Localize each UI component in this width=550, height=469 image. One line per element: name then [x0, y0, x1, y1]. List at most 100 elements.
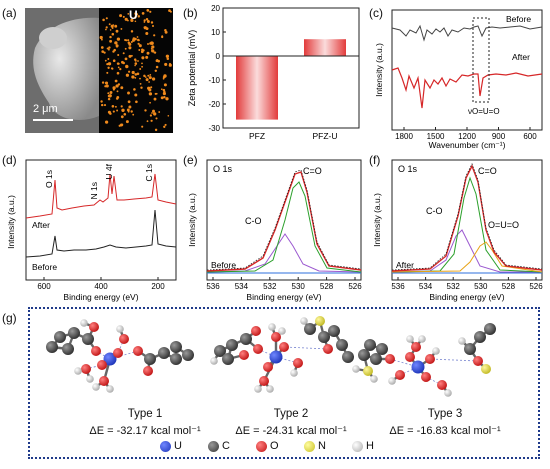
u-signal-dot	[168, 63, 172, 67]
ftir-legend-after: After	[512, 52, 530, 62]
atom-o	[253, 344, 263, 354]
y-tick-label: -30	[208, 124, 220, 133]
atom-c	[68, 327, 80, 339]
u-signal-dot	[150, 86, 153, 89]
atom-o	[119, 334, 129, 344]
u-map-label: U	[129, 8, 138, 22]
atom-c	[336, 339, 348, 351]
u-signal-dot	[162, 92, 166, 96]
legend-c: C	[222, 440, 230, 452]
u-signal-dot	[128, 54, 132, 58]
survey-x-tick-label: 200	[151, 282, 165, 291]
u-signal-dot	[141, 56, 145, 60]
u-signal-dot	[112, 59, 116, 62]
u-atom-icon	[160, 440, 171, 452]
atom-h	[406, 335, 414, 343]
u-signal-dot	[101, 50, 105, 53]
o1s-after-ouo-peak	[391, 241, 543, 273]
u-signal-dot	[160, 96, 164, 100]
ftir-after-line	[391, 67, 543, 109]
u-signal-dot	[124, 47, 127, 50]
u-signal-dot	[149, 10, 152, 13]
u-signal-dot	[101, 103, 104, 107]
survey-xlabel: Binding energy (eV)	[63, 292, 138, 302]
atom-h	[266, 385, 274, 393]
u-signal-dot	[109, 39, 113, 43]
u-signal-dot	[107, 62, 112, 66]
u-signal-dot	[128, 46, 132, 50]
u-signal-dot	[134, 12, 137, 15]
u-signal-dot	[155, 92, 158, 95]
atom-h	[458, 337, 466, 345]
u-signal-dot	[130, 110, 133, 113]
u-signal-dot	[143, 74, 146, 78]
atom-c	[376, 343, 388, 355]
u-signal-dot	[148, 92, 153, 96]
u-signal-dot	[163, 83, 167, 87]
u-signal-dot	[161, 35, 164, 39]
ou-o-highlight-box	[472, 17, 490, 103]
u-signal-dot	[146, 20, 150, 23]
u-signal-dot	[146, 120, 149, 123]
ftir-legend-before: Before	[506, 14, 531, 24]
u-signal-dot	[160, 88, 163, 91]
zeta-chart: -30 -20 -10 0 10 20 PFZ PFZ-U Zeta potential (…	[185, 0, 365, 150]
u-signal-dot	[105, 28, 107, 31]
u-signal-dot	[164, 123, 167, 126]
h-bond	[429, 358, 479, 362]
u-signal-dot	[109, 35, 112, 39]
y-tick-label: 10	[211, 28, 220, 37]
o1s-after-x-tick-label: 536	[391, 282, 405, 291]
u-signal-dot	[99, 35, 103, 40]
u-signal-dot	[120, 115, 124, 119]
legend-n: N	[318, 440, 326, 452]
u-signal-dot	[107, 97, 111, 101]
u-signal-dot	[134, 93, 138, 97]
h-bond	[283, 346, 329, 350]
u-signal-dot	[117, 66, 120, 69]
o1s-after-frame	[391, 159, 543, 281]
o1s-after-label-ceqo: C=O	[478, 166, 497, 176]
atom-o	[133, 346, 143, 356]
u-signal-dot	[167, 115, 170, 117]
o1s-after-envelope	[391, 164, 543, 272]
atom-h	[388, 377, 396, 385]
atom-u	[269, 350, 283, 364]
u-signal-dot	[127, 110, 130, 113]
zeta-svg: -30 -20 -10 0 10 20 PFZ PFZ-U Zeta potential (…	[187, 4, 360, 141]
atom-c	[214, 345, 226, 357]
n-atom-icon	[304, 440, 315, 452]
u-signal-dot	[148, 76, 152, 80]
legend-u: U	[174, 440, 182, 452]
atom-c	[484, 323, 496, 335]
o1s-before-x-tick-label: 534	[235, 282, 249, 291]
u-signal-dot	[101, 81, 105, 84]
atom-n	[481, 364, 491, 374]
h-bond	[425, 376, 443, 386]
u-signal-dot	[134, 37, 137, 41]
x-category-label: PFZ-U	[312, 131, 337, 141]
u-signal-dot	[115, 45, 119, 48]
ftir-x-tick-label: 1500	[427, 132, 445, 141]
u-signal-dot	[144, 76, 147, 78]
atom-c	[464, 343, 476, 355]
o1s-before-x-tick-label: 528	[320, 282, 334, 291]
atom-o	[99, 376, 109, 386]
u-signal-dot	[134, 64, 136, 67]
u-signal-dot	[134, 73, 138, 76]
atom-h	[370, 375, 378, 383]
type-1-energy: ΔE = -32.17 kcal mol⁻¹	[89, 425, 201, 437]
u-signal-dot	[147, 74, 150, 77]
atom-o	[385, 354, 395, 364]
u-signal-dot	[153, 34, 156, 37]
survey-label-before: Before	[32, 262, 57, 272]
o1s-before-x-tick-label: 536	[206, 282, 220, 291]
o1s-before-co-peak	[206, 233, 362, 273]
u-signal-dot	[127, 91, 130, 95]
u-signal-dot	[149, 101, 151, 104]
u-signal-dot	[112, 86, 116, 90]
u-signal-dot	[105, 120, 109, 124]
atom-o	[293, 358, 303, 368]
o1s-after-x-tick-label: 528	[502, 282, 516, 291]
atom-h	[268, 323, 276, 331]
